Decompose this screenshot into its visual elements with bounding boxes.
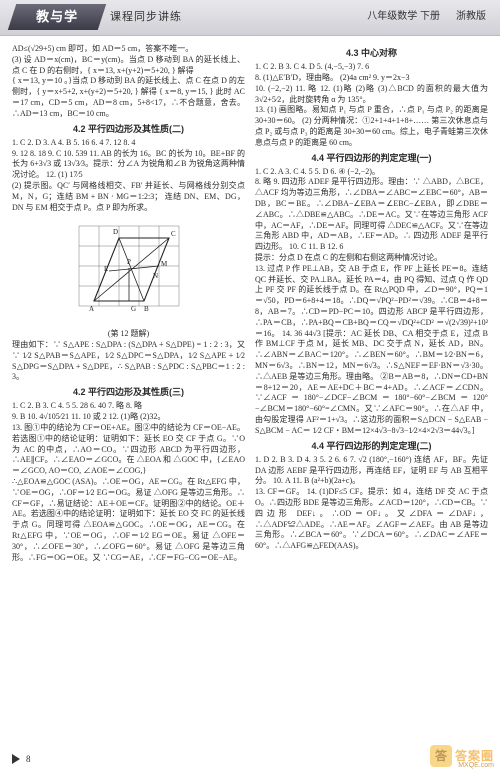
section-title-4-3: 4.3 中心对称 bbox=[255, 47, 488, 59]
svg-text:P: P bbox=[127, 258, 131, 266]
svg-text:B: B bbox=[144, 305, 149, 313]
svg-text:G: G bbox=[131, 305, 136, 313]
right-r4: 13. (1) 画图略。易知点 P₁ 与点 P 重合，∴点 P₁ 与点 P₂ 的… bbox=[255, 105, 488, 148]
page-body: AD≤(√29+5) cm 即可，如 AD＝5 cm，答案不唯一。 (3) 设 … bbox=[0, 36, 500, 746]
svg-text:C: C bbox=[171, 230, 176, 238]
figure-svg: A B C D P M E G N bbox=[69, 216, 189, 326]
left-p9: 9. B 10. 4√105⁄21 11. 10 或 2 12. (1)略 (2… bbox=[12, 412, 245, 423]
left-p6: (2) 提示图。QC′ 与网格线相交、FB′ 并延长、与网格线分别交点 M，N，… bbox=[12, 181, 245, 213]
section-title-4-2-3: 4.2 平行四边形及其性质(三) bbox=[12, 386, 245, 398]
left-column: AD≤(√29+5) cm 即可，如 AD＝5 cm，答案不唯一。 (3) 设 … bbox=[12, 44, 245, 746]
svg-text:E: E bbox=[104, 265, 108, 273]
right-column: 4.3 中心对称 1. C 2. B 3. C 4. D 5. (4,−5,−3… bbox=[255, 44, 488, 746]
left-p8: 1. C 2. B 3. C 4. 5 5. 28 6. 40 7. 略 8. … bbox=[12, 401, 245, 412]
right-r9: 1. D 2. B 3. D 4. 3 5. 2 6. 6 7. √2 (180… bbox=[255, 455, 488, 487]
left-p3: { x＝13, y＝10 。}当点 D 移动到 BA 的延长线上、点 C 在点 … bbox=[12, 76, 245, 119]
svg-text:D: D bbox=[113, 228, 118, 236]
section-title-4-2-2: 4.2 平行四边形及其性质(二) bbox=[12, 123, 245, 135]
left-p4: 1. C 2. D 3. A 4. B 5. 16 6. 4 7. 12 8. … bbox=[12, 138, 245, 149]
header-badge-text: 教与学 bbox=[36, 8, 78, 26]
right-r3: 10. (−2,−2) 11. 略 12. (1)略 (2)略 (3)△BCD … bbox=[255, 84, 488, 106]
section-title-4-4-2: 4.4 平行四边形的判定定理(二) bbox=[255, 440, 488, 452]
left-p7: 理由如下：∵ S△APE : S△DPA : (S△DPA + S△DPE) =… bbox=[12, 340, 245, 383]
right-r7: 提示：分点 D 在点 C 的左侧和右侧这两种情况讨论。 bbox=[255, 253, 488, 264]
right-r1: 1. C 2. B 3. C 4. D 5. (4,−5,−3) 7. 6 bbox=[255, 62, 488, 73]
page-header: 教与学 课程同步讲练 八年级数学 下册 浙教版 bbox=[0, 0, 500, 36]
left-p1: AD≤(√29+5) cm 即可，如 AD＝5 cm，答案不唯一。 bbox=[12, 44, 245, 55]
svg-text:M: M bbox=[161, 260, 168, 268]
right-r6: 8. 略 9. 四边形 ADEF 是平行四边形。理由：∵ △ABD，△BCE，△… bbox=[255, 177, 488, 253]
left-p5: 9. 12 8. 18 9. C 10. 539 11. AB 的长为 16。B… bbox=[12, 149, 245, 181]
section-title-4-4-1: 4.4 平行四边形的判定定理(一) bbox=[255, 152, 488, 164]
right-r5: 1. C 2. A 3. C 4. 5 5. D 6. ④ (−2,−2)。 bbox=[255, 167, 488, 178]
left-p10: 13. 图①中的结论为 CF＝OE+AE。图②中的结论为 CF＝OE−AE。若选… bbox=[12, 423, 245, 477]
page-number: 8 bbox=[26, 753, 31, 765]
right-r2: 8. (1)△E′B′D，理由略。 (2)4a cm² 9. y＝2x−3 bbox=[255, 73, 488, 84]
geometry-figure: A B C D P M E G N bbox=[69, 216, 189, 326]
header-subtitle: 课程同步讲练 bbox=[110, 10, 182, 25]
header-edition: 浙教版 bbox=[456, 10, 486, 24]
header-badge: 教与学 bbox=[8, 4, 106, 30]
right-r8: 13. 过点 P 作 PE⊥AB，交 AB 于点 E，作 PF 上延长 PE＝8… bbox=[255, 264, 488, 437]
svg-text:N: N bbox=[153, 272, 158, 280]
left-p2: (3) 设 AD＝x(cm)，BC＝y(cm)。当点 D 移动到 BA 的延长线… bbox=[12, 55, 245, 77]
svg-text:A: A bbox=[89, 305, 94, 313]
right-r10: 13. CF＝GF。 14. (1)DF≤5 CF。提示：如 4，连结 DF 交… bbox=[255, 487, 488, 552]
watermark-icon: 答 bbox=[430, 745, 452, 767]
footer-triangle-icon bbox=[12, 754, 20, 764]
figure-caption: (第 12 题解) bbox=[12, 329, 245, 340]
header-grade: 八年级数学 下册 bbox=[367, 10, 440, 24]
left-p11: ∴△EOA≌△GOC (ASA)。∴OE＝OG，AE＝CG。在 Rt△EFG 中… bbox=[12, 477, 245, 563]
page-footer: 8 bbox=[12, 753, 31, 765]
